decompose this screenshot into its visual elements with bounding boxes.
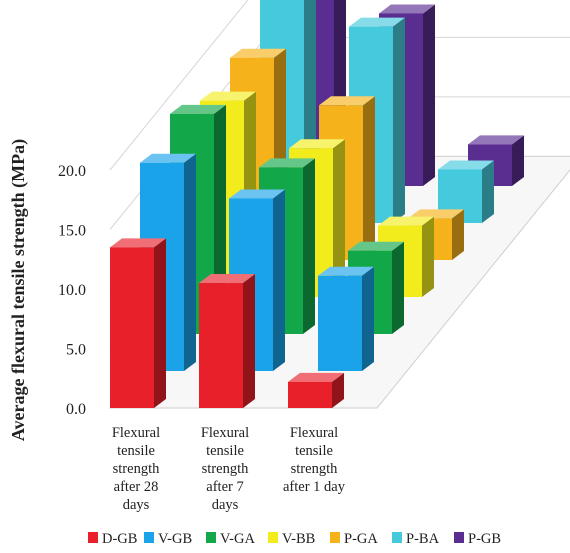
bar-side	[332, 372, 344, 408]
bar-top	[200, 91, 256, 101]
category-label-line: tensile	[295, 443, 333, 459]
bar-D-GB-2	[199, 274, 255, 408]
bar-front	[288, 381, 332, 408]
bar-top	[349, 17, 405, 27]
bar-side	[452, 209, 464, 260]
bar-top	[408, 209, 464, 219]
y-tick-label: 5.0	[66, 342, 86, 359]
bar-side	[392, 241, 404, 334]
bar-side	[482, 160, 494, 223]
legend-swatch	[206, 532, 216, 543]
category-label-line: after 7	[206, 479, 243, 495]
legend-label: V-GB	[158, 531, 192, 547]
y-axis-label: Average flexural tensile strength (MPa)	[8, 139, 29, 441]
category-label: Flexural tensile strength after 1 day	[283, 425, 346, 495]
category-label-line: Flexural	[201, 425, 249, 441]
category-label: Flexural tensile strength after 7 days	[201, 425, 249, 513]
bar-V-GB-3	[318, 266, 374, 371]
bar-top	[468, 135, 524, 145]
legend-item-D-GB: D-GB	[88, 531, 137, 547]
legend-label: P-GB	[468, 531, 501, 547]
category-label-line: tensile	[206, 443, 244, 459]
legend-item-P-BA: P-BA	[392, 531, 440, 547]
legend-label: V-GA	[220, 531, 255, 547]
bar-side	[363, 96, 375, 260]
bar-front	[199, 283, 243, 408]
category-label-line: strength	[291, 461, 338, 477]
bar-front	[110, 247, 154, 408]
bar-top	[319, 96, 375, 106]
bar-D-GB-3	[288, 372, 344, 408]
bar-top	[140, 153, 196, 163]
bar-side	[273, 189, 285, 371]
legend: D-GB V-GB V-GA V-BB P-GA P-BA P-GB	[88, 531, 501, 547]
y-axis: 0.0 5.0 10.0 15.0 20.0	[58, 163, 86, 418]
bar-side	[154, 238, 166, 408]
x-axis: Flexural tensile strength after 28 daysFlexu…	[112, 425, 346, 513]
bar-side	[333, 139, 345, 297]
bar-top	[378, 216, 434, 226]
legend-swatch	[88, 532, 98, 543]
y-tick-label: 15.0	[58, 223, 86, 240]
category-label-line: days	[123, 497, 150, 513]
bar-top	[229, 189, 285, 199]
category-label-line: days	[212, 497, 239, 513]
legend-item-P-GA: P-GA	[330, 531, 378, 547]
bar-top	[289, 139, 345, 149]
y-tick-label: 10.0	[58, 282, 86, 299]
category-label-line: after 1 day	[283, 479, 346, 495]
bar-front	[318, 275, 362, 371]
bar-side	[423, 4, 435, 187]
category-label-line: after 28	[114, 479, 159, 495]
bar-side	[362, 266, 374, 371]
legend-item-P-GB: P-GB	[454, 531, 501, 547]
bar-top	[199, 274, 255, 284]
legend-swatch	[330, 532, 340, 543]
bar-top	[170, 104, 226, 114]
legend-label: V-BB	[282, 531, 315, 547]
legend-item-V-GA: V-GA	[206, 531, 255, 547]
gridline	[109, 0, 249, 171]
legend-swatch	[454, 532, 464, 543]
legend-swatch	[268, 532, 278, 543]
bar-top	[110, 238, 166, 248]
legend-label: D-GB	[102, 531, 137, 547]
category-label-line: tensile	[117, 443, 155, 459]
bar-side	[512, 135, 524, 186]
bar-side	[422, 216, 434, 297]
bar-top	[318, 266, 374, 276]
y-tick-label: 20.0	[58, 163, 86, 180]
legend-swatch	[392, 532, 402, 543]
bar-top	[438, 160, 494, 170]
bar-side	[303, 158, 315, 334]
bar-top	[288, 372, 344, 382]
bars	[110, 0, 524, 408]
bar-side	[243, 274, 255, 408]
category-label-line: strength	[202, 461, 249, 477]
legend-item-V-BB: V-BB	[268, 531, 315, 547]
y-tick-label: 0.0	[66, 401, 86, 418]
bar-top	[259, 158, 315, 168]
bar-D-GB-1	[110, 238, 166, 408]
legend-label: P-GA	[344, 531, 378, 547]
legend-label: P-BA	[406, 531, 440, 547]
bar-top	[348, 241, 404, 251]
category-label-line: Flexural	[112, 425, 160, 441]
bar-side	[393, 17, 405, 224]
category-label: Flexural tensile strength after 28 days	[112, 425, 160, 513]
legend-item-V-GB: V-GB	[144, 531, 192, 547]
bar-top	[230, 48, 286, 58]
bar-top	[379, 4, 435, 14]
legend-swatch	[144, 532, 154, 543]
category-label-line: strength	[113, 461, 160, 477]
bar-side	[184, 153, 196, 371]
category-label-line: Flexural	[290, 425, 338, 441]
